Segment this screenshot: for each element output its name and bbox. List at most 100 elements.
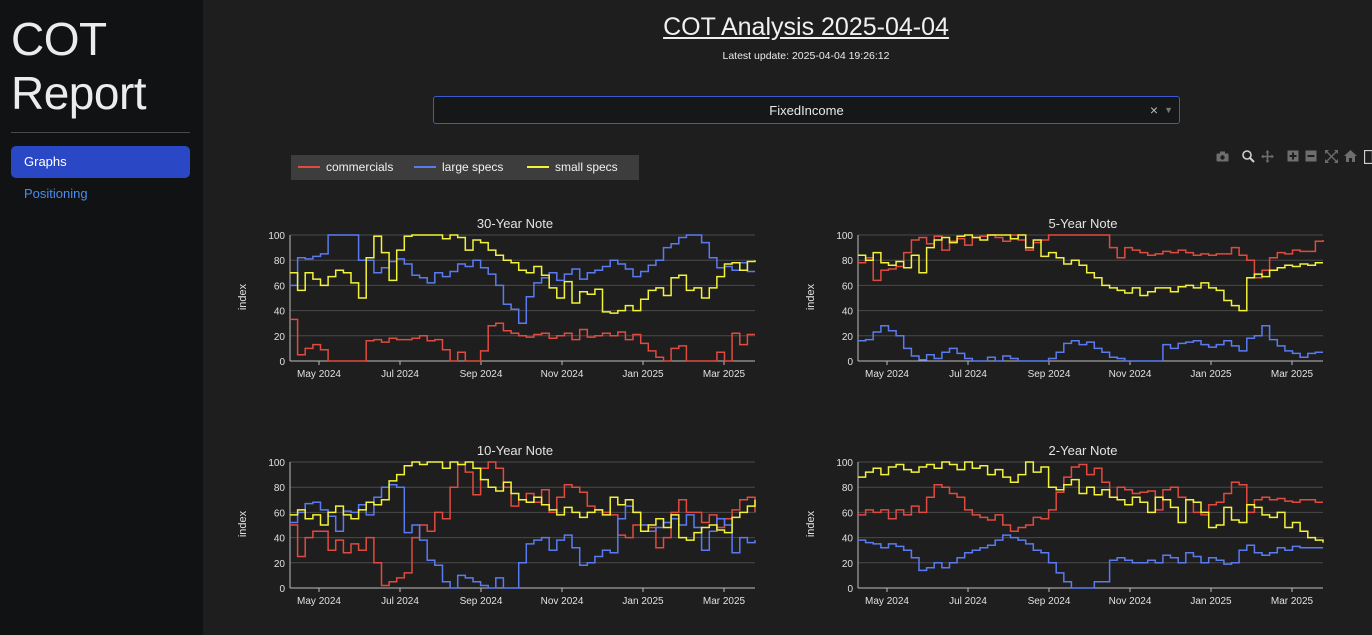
x-tick-label: Jul 2024	[381, 369, 419, 380]
x-tick-label: May 2024	[297, 596, 341, 607]
legend-swatch	[527, 165, 549, 168]
y-tick-label: 0	[847, 584, 853, 595]
x-tick-label: Jan 2025	[622, 369, 664, 380]
legend-label: commercials	[326, 160, 394, 174]
series-line-large-specs[interactable]	[858, 534, 1323, 589]
series-line-large-specs[interactable]	[290, 234, 755, 324]
chevron-down-icon[interactable]: ▼	[1164, 105, 1173, 115]
y-tick-label: 40	[842, 307, 854, 318]
y-tick-label: 0	[847, 357, 853, 368]
clear-icon[interactable]: ×	[1149, 102, 1158, 118]
x-tick-label: Nov 2024	[541, 369, 584, 380]
x-tick-label: May 2024	[865, 369, 909, 380]
legend-item-commercials[interactable]: commercials	[298, 155, 393, 180]
sidebar: COT Report Graphs Positioning	[0, 0, 203, 635]
y-tick-label: 80	[274, 483, 286, 494]
x-tick-label: Mar 2025	[1271, 596, 1314, 607]
y-tick-label: 100	[836, 458, 853, 469]
y-tick-label: 0	[279, 584, 285, 595]
chart-title: 10-Year Note	[476, 443, 554, 458]
series-line-small-specs[interactable]	[858, 234, 1323, 312]
plotly-logo-icon[interactable]	[1363, 149, 1372, 166]
nav-link-graphs[interactable]: Graphs	[11, 146, 190, 178]
y-tick-label: 0	[279, 357, 285, 368]
zoom-out-icon[interactable]	[1304, 150, 1318, 166]
last-update-text: Latest update: 2025-04-04 19:26:12	[722, 50, 890, 62]
x-tick-label: Jul 2024	[949, 596, 987, 607]
pan-icon[interactable]	[1260, 150, 1274, 166]
x-tick-label: Mar 2025	[1271, 369, 1314, 380]
x-tick-label: Sep 2024	[460, 369, 503, 380]
x-tick-label: Mar 2025	[703, 369, 746, 380]
chart-legend: commercials large specs small specs	[291, 155, 639, 180]
chart-2-year-note: 2-Year Note index 0 20 40 60 80 100 May 2024 Ju…	[804, 443, 1334, 613]
brand-line-1: COT	[11, 13, 107, 65]
camera-icon[interactable]	[1215, 150, 1229, 166]
x-tick-label: Jan 2025	[1190, 369, 1232, 380]
nav-link-positioning[interactable]: Positioning	[24, 186, 88, 201]
asset-class-dropdown[interactable]: FixedIncome × ▼	[433, 96, 1180, 124]
dropdown-selected-value: FixedIncome	[769, 103, 844, 118]
series-line-large-specs[interactable]	[858, 324, 1323, 362]
chart-title: 5-Year Note	[1048, 216, 1118, 231]
x-tick-label: Mar 2025	[703, 596, 746, 607]
series-line-commercials[interactable]	[858, 463, 1323, 533]
chart-30-year-note: 30-Year Note index 0 20 40 60 80 100 May 2024 J…	[236, 216, 766, 386]
x-tick-label: May 2024	[865, 596, 909, 607]
legend-swatch	[298, 165, 320, 168]
y-tick-label: 40	[274, 307, 286, 318]
series-line-commercials[interactable]	[858, 234, 1324, 282]
y-tick-label: 100	[268, 231, 285, 242]
x-tick-label: Sep 2024	[460, 596, 503, 607]
x-tick-label: Sep 2024	[1028, 369, 1071, 380]
y-tick-label: 80	[842, 483, 854, 494]
series-line-small-specs[interactable]	[858, 461, 1324, 543]
x-tick-label: Sep 2024	[1028, 596, 1071, 607]
x-tick-label: Jul 2024	[381, 596, 419, 607]
series-line-commercials[interactable]	[290, 318, 755, 362]
chart-plot[interactable]: 0 20 40 60 80 100 May 2024 Jul 2024 Sep 2024 Nov …	[236, 443, 766, 613]
chart-title: 30-Year Note	[476, 216, 554, 231]
y-tick-label: 100	[268, 458, 285, 469]
y-tick-label: 20	[274, 559, 286, 570]
legend-label: large specs	[442, 160, 504, 174]
sidebar-divider	[11, 132, 190, 133]
series-line-small-specs[interactable]	[290, 461, 756, 541]
y-tick-label: 60	[842, 281, 854, 292]
chart-10-year-note: 10-Year Note index 0 20 40 60 80 100 May 2024 J…	[236, 443, 766, 613]
y-tick-label: 80	[842, 256, 854, 267]
legend-item-large-specs[interactable]: large specs	[414, 155, 503, 180]
legend-item-small-specs[interactable]: small specs	[527, 155, 618, 180]
chart-plot[interactable]: 0 20 40 60 80 100 May 2024 Jul 2024 Sep 2024 Nov …	[804, 216, 1334, 386]
x-tick-label: Jan 2025	[622, 596, 664, 607]
y-tick-label: 60	[274, 281, 286, 292]
chart-plot[interactable]: 0 20 40 60 80 100 May 2024 Jul 2024 Sep 2024 Nov …	[236, 216, 766, 386]
x-tick-label: May 2024	[297, 369, 341, 380]
series-line-commercials[interactable]	[290, 461, 756, 587]
chart-title: 2-Year Note	[1048, 443, 1118, 458]
y-tick-label: 20	[274, 332, 286, 343]
x-tick-label: Jul 2024	[949, 369, 987, 380]
chart-5-year-note: 5-Year Note index 0 20 40 60 80 100 May 2024 Ju…	[804, 216, 1334, 386]
x-tick-label: Nov 2024	[1109, 596, 1152, 607]
app-brand: COT Report	[11, 12, 147, 120]
legend-label: small specs	[555, 160, 618, 174]
y-tick-label: 20	[842, 559, 854, 570]
chart-plot[interactable]: 0 20 40 60 80 100 May 2024 Jul 2024 Sep 2024 Nov …	[804, 443, 1334, 613]
x-tick-label: Nov 2024	[1109, 369, 1152, 380]
y-tick-label: 60	[842, 508, 854, 519]
autoscale-icon[interactable]	[1324, 150, 1338, 166]
y-tick-label: 80	[274, 256, 286, 267]
home-icon[interactable]	[1343, 150, 1357, 166]
x-tick-label: Nov 2024	[541, 596, 584, 607]
page-title: COT Analysis 2025-04-04	[663, 13, 949, 41]
chart-modebar	[1210, 149, 1372, 168]
x-tick-label: Jan 2025	[1190, 596, 1232, 607]
y-tick-label: 20	[842, 332, 854, 343]
zoom-icon[interactable]	[1241, 150, 1255, 166]
zoom-in-icon[interactable]	[1286, 150, 1300, 166]
series-line-small-specs[interactable]	[290, 234, 756, 314]
y-tick-label: 60	[274, 508, 286, 519]
y-tick-label: 40	[842, 534, 854, 545]
brand-line-2: Report	[11, 67, 147, 119]
